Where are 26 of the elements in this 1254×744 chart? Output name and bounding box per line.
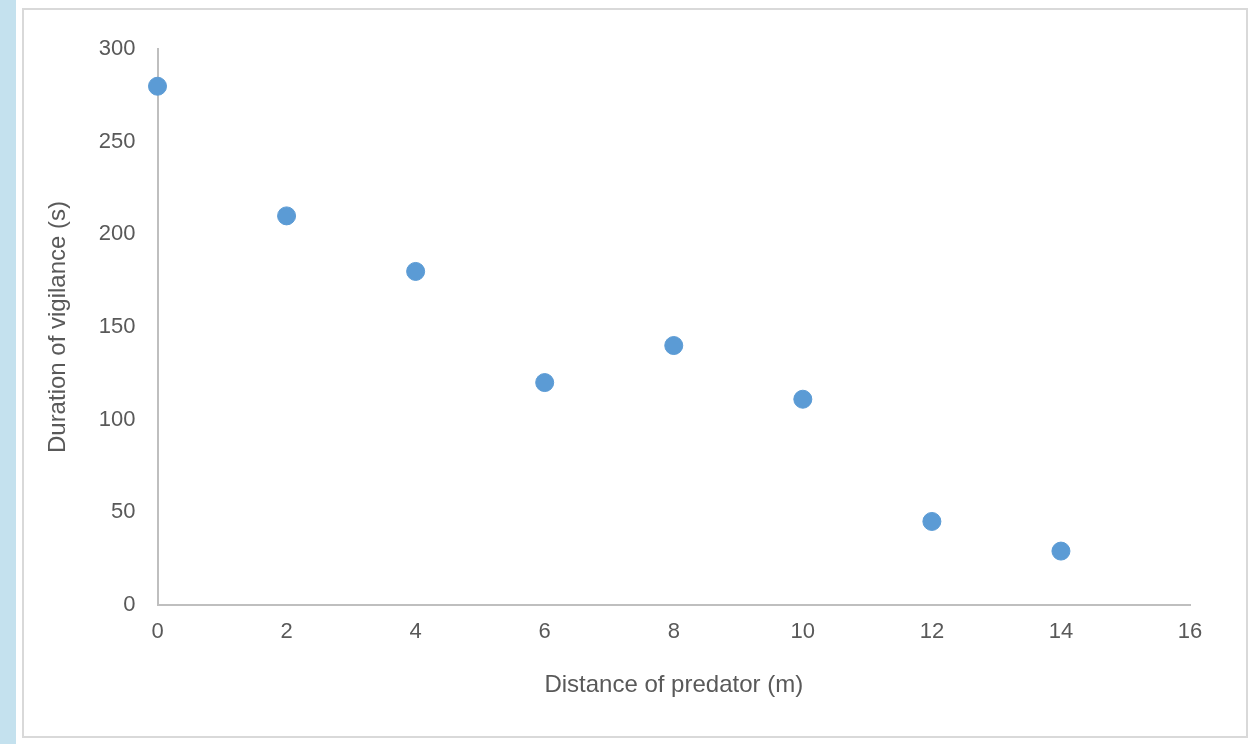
x-tick-label: 6 <box>538 618 551 644</box>
point <box>406 261 426 281</box>
x-tick-label: 16 <box>1177 618 1203 644</box>
y-tick-label: 150 <box>98 313 136 339</box>
point <box>535 373 555 393</box>
y-tick-label: 250 <box>98 127 136 153</box>
x-tick-label: 0 <box>151 618 164 644</box>
point <box>148 76 168 96</box>
x-tick-label: 8 <box>667 618 680 644</box>
y-tick-label: 200 <box>98 220 136 246</box>
y-tick-label: 100 <box>98 405 136 431</box>
point <box>664 336 684 356</box>
point <box>277 206 297 226</box>
point <box>922 511 942 531</box>
y-tick-label: 0 <box>123 590 136 616</box>
x-tick-label: 10 <box>790 618 816 644</box>
x-axis-title: Distance of predator (m) <box>544 670 804 698</box>
point <box>1051 541 1071 561</box>
y-tick-label: 50 <box>111 498 136 524</box>
y-tick-label: 300 <box>98 35 136 61</box>
y-axis-title: Duration of vigilance (s) <box>43 200 71 454</box>
x-tick-label: 14 <box>1048 618 1074 644</box>
x-tick-label: 2 <box>280 618 293 644</box>
x-tick-label: 12 <box>919 618 945 644</box>
x-tick-label: 4 <box>409 618 422 644</box>
point <box>793 389 813 409</box>
